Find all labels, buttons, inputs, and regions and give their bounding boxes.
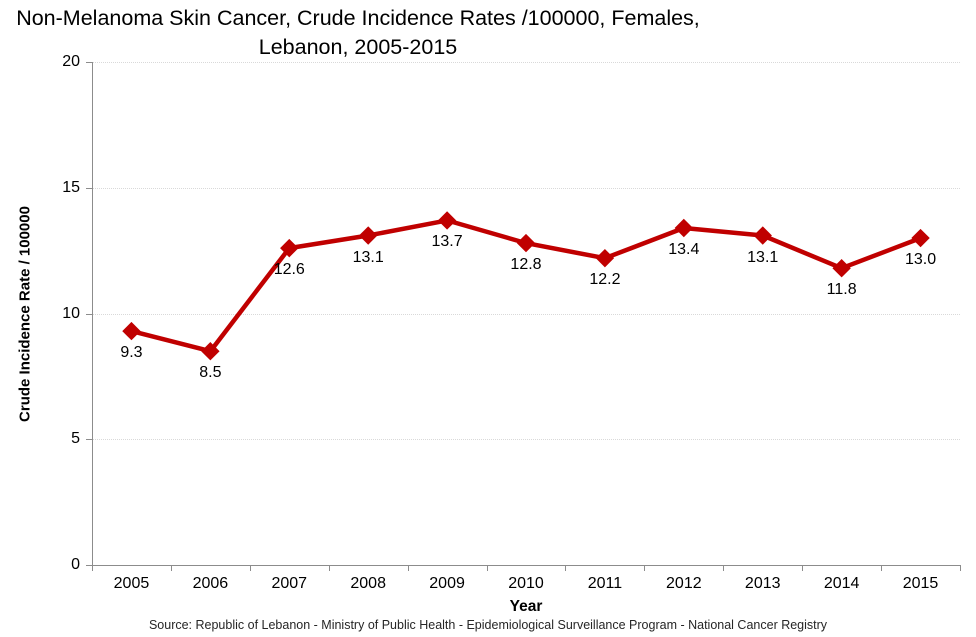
data-point-label: 12.8 [510, 256, 542, 274]
y-axis-tick [86, 187, 92, 189]
y-axis-tick [86, 439, 92, 441]
x-tick-label: 2015 [902, 575, 939, 592]
data-point-label: 13.1 [747, 248, 779, 266]
data-point-marker [753, 226, 772, 245]
x-axis-tick [723, 566, 725, 571]
x-axis-line [92, 565, 961, 566]
y-gridline [92, 187, 960, 189]
y-tick-label: 15 [62, 178, 80, 196]
y-tick-label: 0 [71, 556, 80, 573]
data-point-label: 13.4 [668, 240, 700, 258]
data-point-label: 11.8 [826, 281, 857, 299]
x-axis-tick [249, 566, 251, 571]
data-point-label: 8.5 [199, 364, 222, 382]
y-axis-line [92, 62, 93, 566]
chart-title-line-1: Non-Melanoma Skin Cancer, Crude Incidenc… [16, 6, 700, 30]
data-point-marker [911, 228, 930, 248]
x-tick-label: 2009 [429, 575, 465, 592]
y-gridline [92, 439, 960, 441]
x-axis-tick [644, 566, 646, 571]
data-point-label: 12.2 [589, 271, 621, 289]
data-point-marker [832, 259, 851, 278]
x-tick-label: 2007 [271, 575, 308, 592]
y-gridline [92, 313, 960, 315]
y-axis-title: Crude Incidence Rate / 100000 [16, 206, 34, 422]
data-point-marker [201, 342, 220, 361]
x-axis-tick [802, 566, 804, 571]
x-tick-label: 2011 [587, 575, 623, 592]
x-axis-tick [565, 566, 567, 571]
x-tick-label: 2006 [192, 575, 229, 592]
data-point-marker [516, 233, 536, 253]
y-axis-tick [86, 565, 92, 566]
data-point-label: 13.7 [431, 233, 463, 251]
y-gridline [92, 62, 960, 63]
y-tick-label: 10 [62, 304, 80, 322]
x-tick-label: 2008 [350, 575, 386, 592]
data-point-label: 13.0 [904, 251, 937, 269]
x-tick-label: 2013 [744, 575, 781, 592]
data-point-marker [595, 248, 615, 268]
x-axis-tick [960, 566, 961, 571]
data-point-label: 12.6 [273, 261, 305, 279]
chart-title-line-2: Lebanon, 2005-2015 [258, 35, 458, 59]
x-axis-title: Year [509, 598, 543, 615]
y-tick-label: 5 [71, 430, 80, 448]
data-point-label: 9.3 [120, 344, 143, 362]
y-axis-tick [86, 62, 92, 63]
y-tick-label: 20 [62, 53, 80, 70]
y-axis-tick [86, 313, 92, 315]
x-tick-label: 2014 [823, 575, 860, 592]
x-axis-tick [328, 566, 330, 571]
x-axis-tick [486, 566, 488, 571]
data-point-label: 13.1 [352, 248, 384, 266]
data-point-marker [358, 226, 378, 245]
data-point-marker [122, 321, 141, 341]
x-axis-tick [881, 566, 883, 571]
data-point-marker [437, 211, 457, 230]
source-note: Source: Republic of Lebanon - Ministry o… [148, 618, 828, 632]
x-tick-label: 2012 [666, 575, 702, 592]
series-line [129, 218, 923, 354]
x-axis-tick [407, 566, 409, 571]
data-point-marker [280, 238, 299, 258]
x-axis-tick [170, 566, 172, 571]
chart-title: Non-Melanoma Skin Cancer, Crude Incidenc… [16, 4, 700, 62]
x-axis-tick [92, 566, 93, 571]
data-point-marker [674, 218, 694, 238]
x-tick-label: 2010 [508, 575, 544, 592]
x-tick-label: 2005 [113, 575, 150, 592]
